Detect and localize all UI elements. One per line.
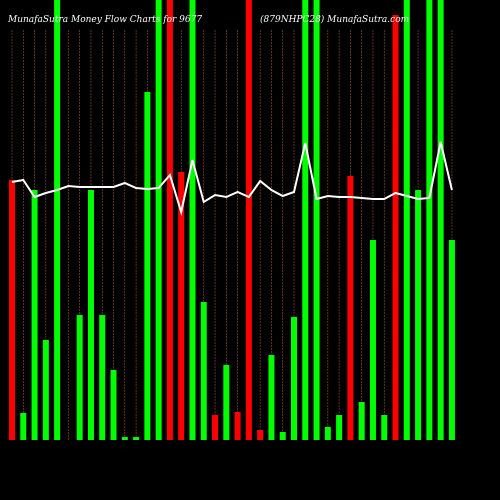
bar	[76, 315, 83, 440]
bar	[144, 92, 151, 440]
bar	[347, 176, 354, 440]
bar	[426, 0, 433, 440]
bar	[279, 432, 286, 440]
bar	[189, 0, 196, 440]
bar	[166, 0, 173, 440]
bar	[268, 355, 275, 440]
bar	[245, 0, 252, 440]
bar	[200, 302, 207, 440]
bar	[358, 402, 365, 440]
bar	[31, 190, 38, 440]
bar	[223, 365, 230, 440]
chart-title: MunafaSutra Money Flow Charts for 9677	[7, 15, 202, 25]
bar	[121, 437, 128, 440]
bar	[437, 0, 444, 440]
bar	[324, 427, 331, 440]
bar	[403, 0, 410, 440]
bar	[20, 413, 27, 440]
bar	[415, 190, 422, 440]
bar	[212, 415, 219, 440]
bar	[87, 190, 94, 440]
bar	[392, 15, 399, 440]
bar	[133, 437, 140, 440]
bar	[99, 315, 106, 440]
bar	[336, 415, 343, 440]
bar	[313, 0, 320, 440]
money-flow-line	[11, 141, 453, 216]
bar	[257, 430, 264, 440]
bars	[9, 0, 455, 440]
bar	[302, 0, 309, 440]
bar	[291, 317, 297, 440]
bar	[369, 240, 376, 440]
bar	[155, 0, 162, 440]
chart-subtitle: (879NHPC28) MunafaSutra.com	[260, 14, 409, 25]
bar	[110, 370, 117, 440]
bar	[234, 412, 241, 440]
bar	[42, 340, 49, 440]
bar	[54, 0, 61, 440]
bar	[178, 172, 185, 440]
bar	[448, 240, 455, 440]
bar	[9, 180, 15, 440]
bar	[381, 415, 388, 440]
